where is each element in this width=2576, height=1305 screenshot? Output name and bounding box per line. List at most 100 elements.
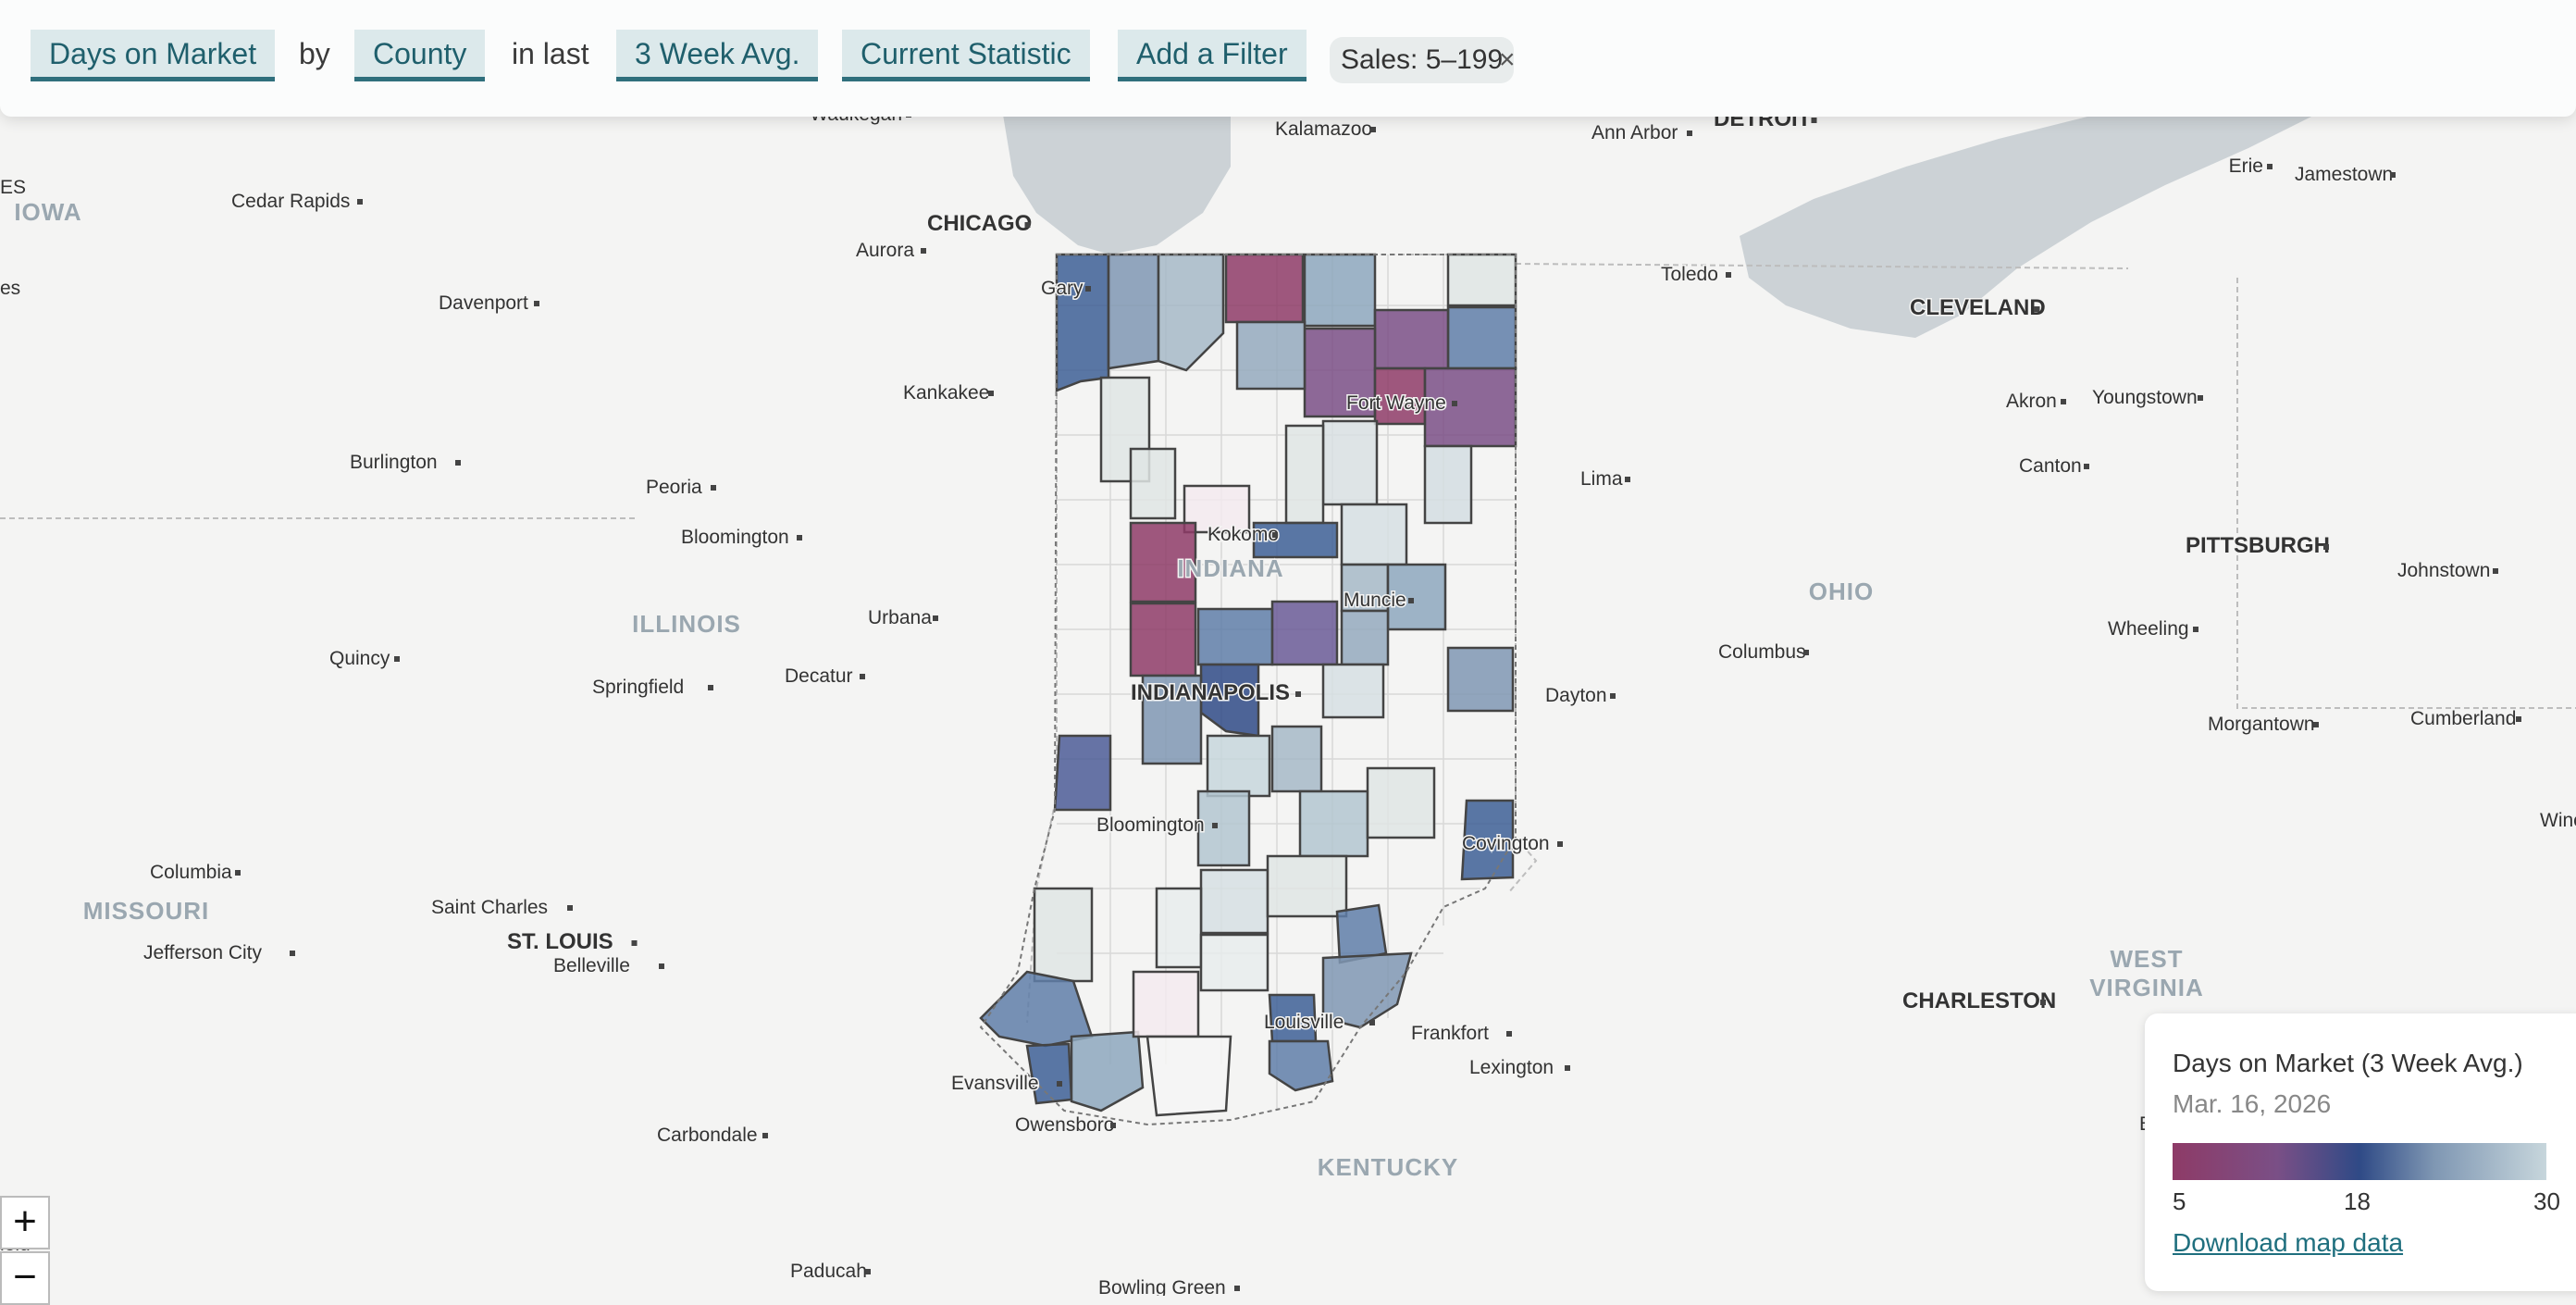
- city-label: Lima: [1580, 468, 1623, 490]
- city-marker: [1625, 477, 1630, 482]
- city-marker: [711, 485, 716, 491]
- city-marker: [659, 963, 664, 969]
- county-jay: [1386, 563, 1447, 631]
- county-stjoseph: [1224, 253, 1305, 324]
- city-label: Lexington: [1469, 1057, 1554, 1078]
- toolbar: Days on Market by County in last 3 Week …: [0, 0, 2576, 117]
- city-marker: [1369, 1020, 1375, 1025]
- zoom-out-button[interactable]: −: [0, 1251, 50, 1305]
- city-label: Paducah: [790, 1261, 867, 1282]
- city-marker: [1212, 823, 1218, 828]
- city-marker: [2034, 306, 2040, 312]
- county-porter: [1107, 253, 1160, 370]
- sales-filter-pill[interactable]: Sales: 5–199: [1330, 37, 1515, 83]
- county-marshall: [1235, 320, 1307, 391]
- city-marker: [1272, 532, 1278, 538]
- legend-min: 5: [2173, 1187, 2186, 1215]
- city-marker: [534, 301, 539, 306]
- county-dearborn: [1460, 799, 1515, 881]
- city-label: Columbus: [1718, 641, 1806, 663]
- county-perry: [1146, 1035, 1232, 1117]
- city-label: Fort Wayne: [1346, 392, 1446, 414]
- period-selector[interactable]: 3 Week Avg.: [616, 30, 819, 81]
- county-adams: [1423, 444, 1473, 525]
- state-label: MISSOURI: [83, 897, 210, 925]
- county-steuben: [1446, 305, 1517, 370]
- city-marker: [1565, 1065, 1570, 1071]
- city-label: Kalamazoo: [1275, 118, 1372, 140]
- city-label: Winch: [2540, 810, 2576, 831]
- county-vigo: [1053, 734, 1112, 812]
- city-marker: [2516, 716, 2521, 722]
- county-monroe: [1196, 789, 1251, 867]
- city-label: Saint Charles: [431, 897, 548, 918]
- city-marker: [762, 1133, 768, 1138]
- county-white: [1129, 447, 1177, 520]
- city-label: Peoria: [646, 477, 702, 498]
- city-marker: [2323, 544, 2329, 550]
- county-lake: [1055, 253, 1110, 392]
- city-marker: [235, 870, 241, 876]
- lake-michigan: [999, 93, 1231, 255]
- city-label: ST. LOUIS: [507, 929, 613, 954]
- city-marker: [1726, 272, 1731, 278]
- city-marker: [1234, 1286, 1240, 1291]
- city-marker: [1024, 222, 1031, 228]
- city-labels: IOWA ILLINOIS INDIANA OHIO MISSOURI KENTUCKY W…: [0, 103, 2576, 1297]
- city-label: Carbondale: [657, 1125, 758, 1146]
- city-label: Bloomington: [1096, 814, 1205, 836]
- county-scott: [1335, 903, 1388, 964]
- county-knox: [1033, 887, 1094, 983]
- zoom-in-button[interactable]: +: [0, 1196, 50, 1249]
- county-delaware: [1340, 609, 1390, 666]
- city-label: Bloomington: [681, 527, 789, 548]
- geography-selector[interactable]: County: [354, 30, 486, 81]
- city-label: Toledo: [1661, 264, 1718, 285]
- county-polygons[interactable]: [979, 253, 1517, 1117]
- county-boone: [1196, 607, 1274, 666]
- county-clark: [1321, 951, 1413, 1029]
- city-label: Davenport: [439, 292, 528, 314]
- county-henry: [1321, 663, 1385, 719]
- county-wells: [1321, 419, 1379, 506]
- city-marker: [1687, 130, 1692, 136]
- city-marker: [708, 685, 713, 690]
- city-label: Owensboro: [1015, 1114, 1114, 1136]
- download-map-data-link[interactable]: Download map data: [2173, 1228, 2404, 1257]
- legend-mid: 18: [2344, 1187, 2371, 1215]
- remove-filter-icon[interactable]: ×: [1499, 44, 1516, 75]
- city-label: Johnstown: [2397, 560, 2490, 581]
- city-marker: [2313, 722, 2319, 727]
- county-tippecanoe: [1129, 521, 1197, 603]
- city-marker: [1452, 401, 1457, 406]
- city-label: Canton: [2019, 455, 2082, 477]
- state-label: INDIANA: [1177, 554, 1283, 582]
- city-marker: [1085, 286, 1091, 292]
- legend-max: 30: [2533, 1187, 2560, 1215]
- county-howard: [1252, 521, 1339, 559]
- by-label: by: [299, 37, 330, 70]
- city-marker: [455, 460, 461, 466]
- legend-panel: Days on Market (3 Week Avg.) Mar. 16, 20…: [2145, 1013, 2576, 1291]
- metric-selector[interactable]: Days on Market: [31, 30, 276, 81]
- county-noble: [1373, 308, 1450, 370]
- city-label: Columbia: [150, 862, 232, 883]
- city-label: Springfield: [592, 677, 684, 698]
- lake-erie: [1740, 104, 2313, 338]
- county-orange: [1199, 933, 1269, 992]
- state-label: IOWA: [14, 198, 81, 226]
- city-label: Covington: [1462, 833, 1550, 854]
- city-marker: [1610, 693, 1616, 699]
- city-marker: [1557, 841, 1563, 847]
- city-marker: [865, 1269, 871, 1274]
- county-carroll: [1183, 484, 1251, 534]
- city-label: CHARLESTON: [1902, 988, 2056, 1013]
- city-label: Cumberland: [2410, 708, 2516, 729]
- statistic-selector[interactable]: Current Statistic: [842, 30, 1090, 81]
- city-label: CHICAGO: [927, 211, 1032, 236]
- city-label: Jamestown: [2295, 164, 2393, 185]
- city-label: Bowling Green: [1098, 1277, 1226, 1296]
- legend-date: Mar. 16, 2026: [2173, 1089, 2332, 1118]
- add-filter-button[interactable]: Add a Filter: [1118, 30, 1307, 81]
